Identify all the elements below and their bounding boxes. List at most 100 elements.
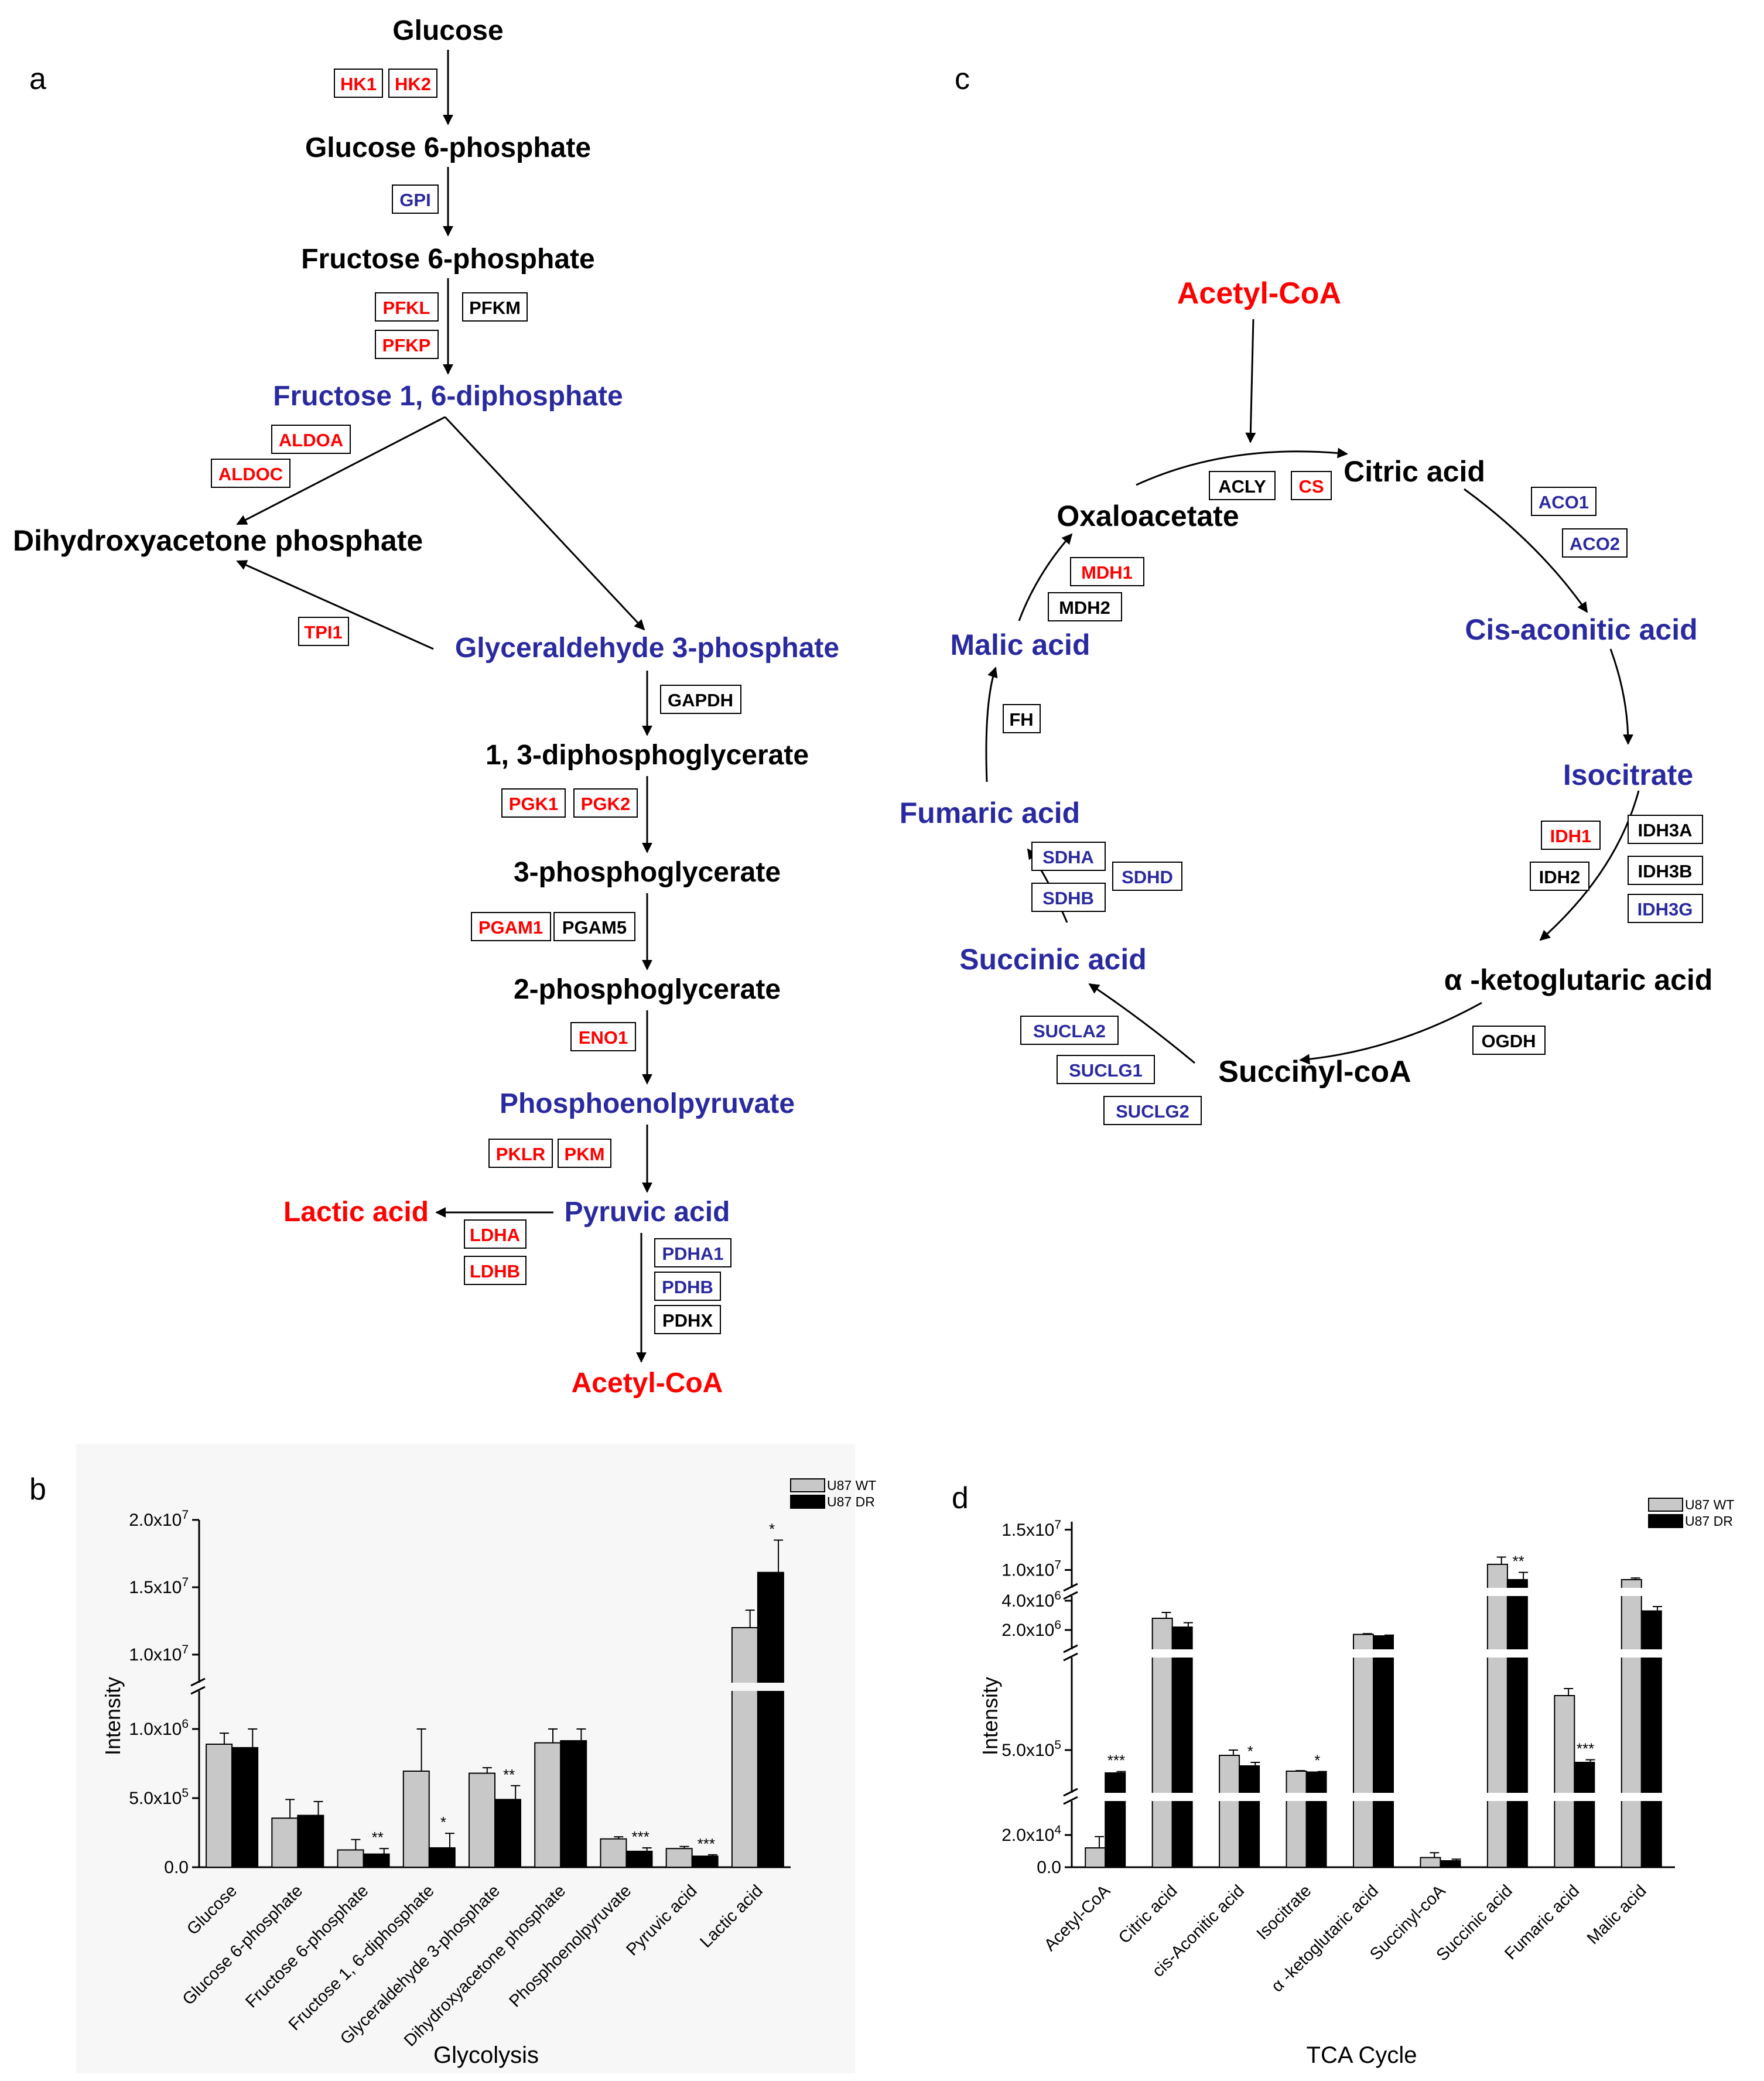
bar-wt	[1085, 1847, 1106, 1868]
enzyme-pkm: PKM	[558, 1139, 611, 1168]
y-tick-label: 2.0x106	[1001, 1618, 1061, 1640]
bar-wt	[1621, 1579, 1642, 1868]
legend-label-wt: U87 WT	[827, 1478, 876, 1493]
bar-wt	[1353, 1634, 1374, 1868]
bar-dr	[1105, 1772, 1126, 1868]
y-tick-label: 5.0x105	[1001, 1738, 1061, 1760]
y-tick-label: 1.5x107	[1001, 1518, 1061, 1540]
enzyme-ogdh: OGDH	[1472, 1026, 1546, 1055]
legend-swatch-wt	[790, 1478, 825, 1492]
enzyme-mdh2: MDH2	[1048, 592, 1122, 621]
enzyme-eno1: ENO1	[570, 1022, 636, 1051]
metabolite-glucose-6-phosphate: Glucose 6-phosphate	[305, 132, 591, 163]
svg-text:ACO1: ACO1	[1539, 492, 1589, 512]
svg-text:ALDOA: ALDOA	[279, 430, 343, 450]
chart-b-xlabel: Glycolysis	[433, 2042, 539, 2068]
enzyme-ldha: LDHA	[464, 1219, 527, 1249]
y-tick-label: 4.0x106	[1001, 1589, 1061, 1611]
enzyme-gapdh: GAPDH	[660, 685, 741, 714]
enzyme-sdhd: SDHD	[1112, 862, 1182, 891]
bar-dr	[1440, 1860, 1461, 1868]
metabolite-dihydroxyacetone-phosphate: Dihydroxyacetone phosphate	[13, 524, 423, 557]
enzyme-idh3b: IDH3B	[1628, 856, 1703, 885]
enzyme-aldoc: ALDOC	[211, 459, 290, 488]
svg-text:PFKP: PFKP	[382, 335, 431, 356]
axis-break-mark	[1063, 1788, 1078, 1797]
enzyme-pgk2: PGK2	[573, 788, 638, 818]
significance-mark: **	[372, 1829, 384, 1846]
axis-break-mark	[1063, 1583, 1078, 1592]
chart-b-ylabel: Intensity	[101, 1677, 125, 1755]
tca-metabolite-isocitrate: Isocitrate	[1563, 758, 1693, 791]
enzyme-pgam1: PGAM1	[471, 912, 551, 941]
legend-label-wt: U87 WT	[1685, 1497, 1734, 1512]
svg-text:PKM: PKM	[565, 1144, 605, 1164]
category-label: Isocitrate	[1253, 1881, 1315, 1943]
metabolite-fructose-6-phosphate: Fructose 6-phosphate	[301, 244, 594, 275]
bar-wt	[1219, 1755, 1240, 1868]
svg-text:ACO2: ACO2	[1570, 534, 1620, 554]
svg-text:ACLY: ACLY	[1218, 476, 1266, 497]
bar-wt	[1486, 1563, 1508, 1868]
bar-dr	[1574, 1762, 1595, 1868]
svg-text:IDH3A: IDH3A	[1637, 820, 1692, 840]
bar-wt	[600, 1838, 627, 1868]
svg-text:HK1: HK1	[340, 74, 377, 94]
svg-text:GAPDH: GAPDH	[668, 690, 733, 710]
bar-dr	[363, 1853, 390, 1868]
axis-break-gap	[187, 1683, 796, 1691]
y-tick-label: 2.0x107	[129, 1508, 189, 1530]
bar-wt	[1286, 1771, 1307, 1868]
y-tick-label: 1.0x107	[129, 1643, 189, 1665]
svg-text:SUCLG1: SUCLG1	[1069, 1060, 1143, 1081]
legend-label-dr: U87 DR	[827, 1494, 875, 1509]
category-label: Malic acid	[1584, 1881, 1650, 1948]
axis-break-gap	[1060, 1588, 1681, 1596]
svg-text:GPI: GPI	[399, 190, 430, 210]
category-label: Acetyl-CoA	[1041, 1881, 1115, 1955]
bar-dr	[1373, 1635, 1394, 1868]
y-tick-label: 0.0	[164, 1858, 189, 1877]
enzyme-mdh1: MDH1	[1070, 557, 1144, 586]
significance-mark: **	[1512, 1553, 1524, 1570]
chart-d-ylabel: Intensity	[978, 1677, 1002, 1755]
svg-text:SUCLG2: SUCLG2	[1116, 1101, 1189, 1122]
svg-text:FH: FH	[1009, 709, 1033, 730]
panel-label-b: b	[29, 1472, 46, 1506]
enzyme-sdha: SDHA	[1031, 842, 1106, 871]
axis-break-mark	[190, 1677, 206, 1687]
enzyme-pgam5: PGAM5	[553, 912, 635, 941]
legend-swatch-wt	[1648, 1498, 1683, 1512]
svg-text:IDH3G: IDH3G	[1637, 899, 1693, 920]
svg-text:PGK1: PGK1	[509, 794, 558, 814]
enzyme-tpi1: TPI1	[298, 617, 349, 646]
bar-dr	[231, 1747, 259, 1868]
svg-text:ENO1: ENO1	[579, 1027, 628, 1048]
svg-text:LDHB: LDHB	[470, 1261, 520, 1282]
category-label: Citric acid	[1115, 1881, 1181, 1947]
tca-metabolite-citric-acid: Citric acid	[1343, 455, 1485, 488]
enzyme-pdhx: PDHX	[654, 1305, 721, 1334]
svg-text:PDHX: PDHX	[662, 1310, 713, 1331]
axis-break-mark	[1063, 1652, 1078, 1662]
svg-text:SDHD: SDHD	[1122, 867, 1173, 887]
svg-text:MDH1: MDH1	[1081, 562, 1133, 583]
svg-text:TPI1: TPI1	[304, 622, 342, 643]
chart-b-legend: U87 WT U87 DR	[790, 1478, 876, 1509]
axis-break-mark	[190, 1686, 206, 1695]
legend-swatch-dr	[1648, 1514, 1683, 1528]
tca-metabolite-succinic-acid: Succinic acid	[959, 943, 1147, 976]
bar-wt	[1554, 1695, 1575, 1868]
svg-text:PDHA1: PDHA1	[662, 1243, 723, 1264]
bar-dr	[1506, 1579, 1528, 1868]
bar-dr	[1171, 1626, 1193, 1868]
svg-text:PGAM5: PGAM5	[562, 917, 627, 938]
metabolite-phosphoenolpyruvate: Phosphoenolpyruvate	[500, 1088, 795, 1119]
enzyme-idh3g: IDH3G	[1628, 894, 1703, 923]
enzyme-pdhb: PDHB	[654, 1272, 721, 1301]
svg-text:PKLR: PKLR	[496, 1144, 545, 1164]
significance-mark: *	[1314, 1752, 1320, 1769]
enzyme-aco1: ACO1	[1531, 487, 1597, 516]
y-tick-label: 0.0	[1037, 1858, 1061, 1877]
